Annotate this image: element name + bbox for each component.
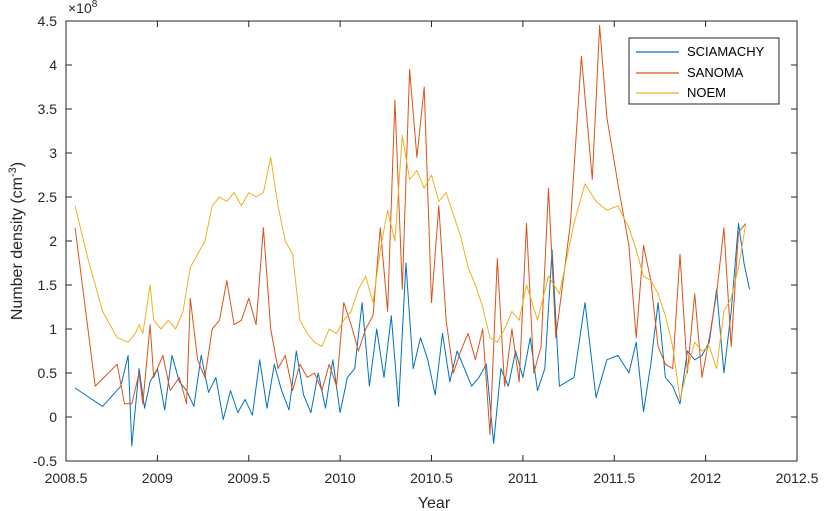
x-axis-title: Year xyxy=(418,495,451,511)
x-tick-label: 2010 xyxy=(325,470,356,486)
x-tick-label: 2011 xyxy=(508,470,538,486)
y-tick-label: 4 xyxy=(49,57,57,73)
legend-label-sanoma: SANOMA xyxy=(687,65,744,80)
series-line-sanoma xyxy=(74,24,747,436)
y-tick-label: 3.5 xyxy=(38,101,58,117)
legend-label-noem: NOEM xyxy=(687,85,726,100)
legend-label-sciamachy: SCIAMACHY xyxy=(687,44,765,59)
x-tick-label: 2009 xyxy=(142,470,173,486)
series-line-sciamachy xyxy=(74,222,750,447)
y-tick-label: 1 xyxy=(49,321,57,337)
y-tick-label: 2.5 xyxy=(38,189,58,205)
series-layer xyxy=(74,24,750,447)
y-tick-label: 2 xyxy=(49,233,57,249)
series-line-noem xyxy=(74,134,747,400)
y-axis-title: Number density (cm-3) xyxy=(7,162,26,320)
legend: SCIAMACHY SANOMA NOEM xyxy=(628,37,780,105)
x-tick-label: 2012.5 xyxy=(776,470,819,486)
y-tick-label: 0.5 xyxy=(38,365,58,381)
y-tick-label: -0.5 xyxy=(33,453,57,469)
y-tick-label: 4.5 xyxy=(38,13,58,29)
y-tick-label: 0 xyxy=(49,409,57,425)
x-tick-label: 2012 xyxy=(690,470,721,486)
x-tick-label: 2008.5 xyxy=(45,470,88,486)
y-axis-multiplier: ×108 xyxy=(68,0,98,16)
y-tick-label: 3 xyxy=(49,145,57,161)
x-tick-label: 2010.5 xyxy=(410,470,453,486)
x-axis: 2008.5 2009 2009.5 2010 2010.5 2011 2011.5 2012… xyxy=(45,21,819,486)
y-tick-label: 1.5 xyxy=(38,277,58,293)
y-axis: -0.5 0 0.5 1 1.5 2 2.5 3 3.5 4 4.5 xyxy=(33,13,797,469)
x-tick-label: 2009.5 xyxy=(227,470,270,486)
x-tick-label: 2011.5 xyxy=(593,470,635,486)
